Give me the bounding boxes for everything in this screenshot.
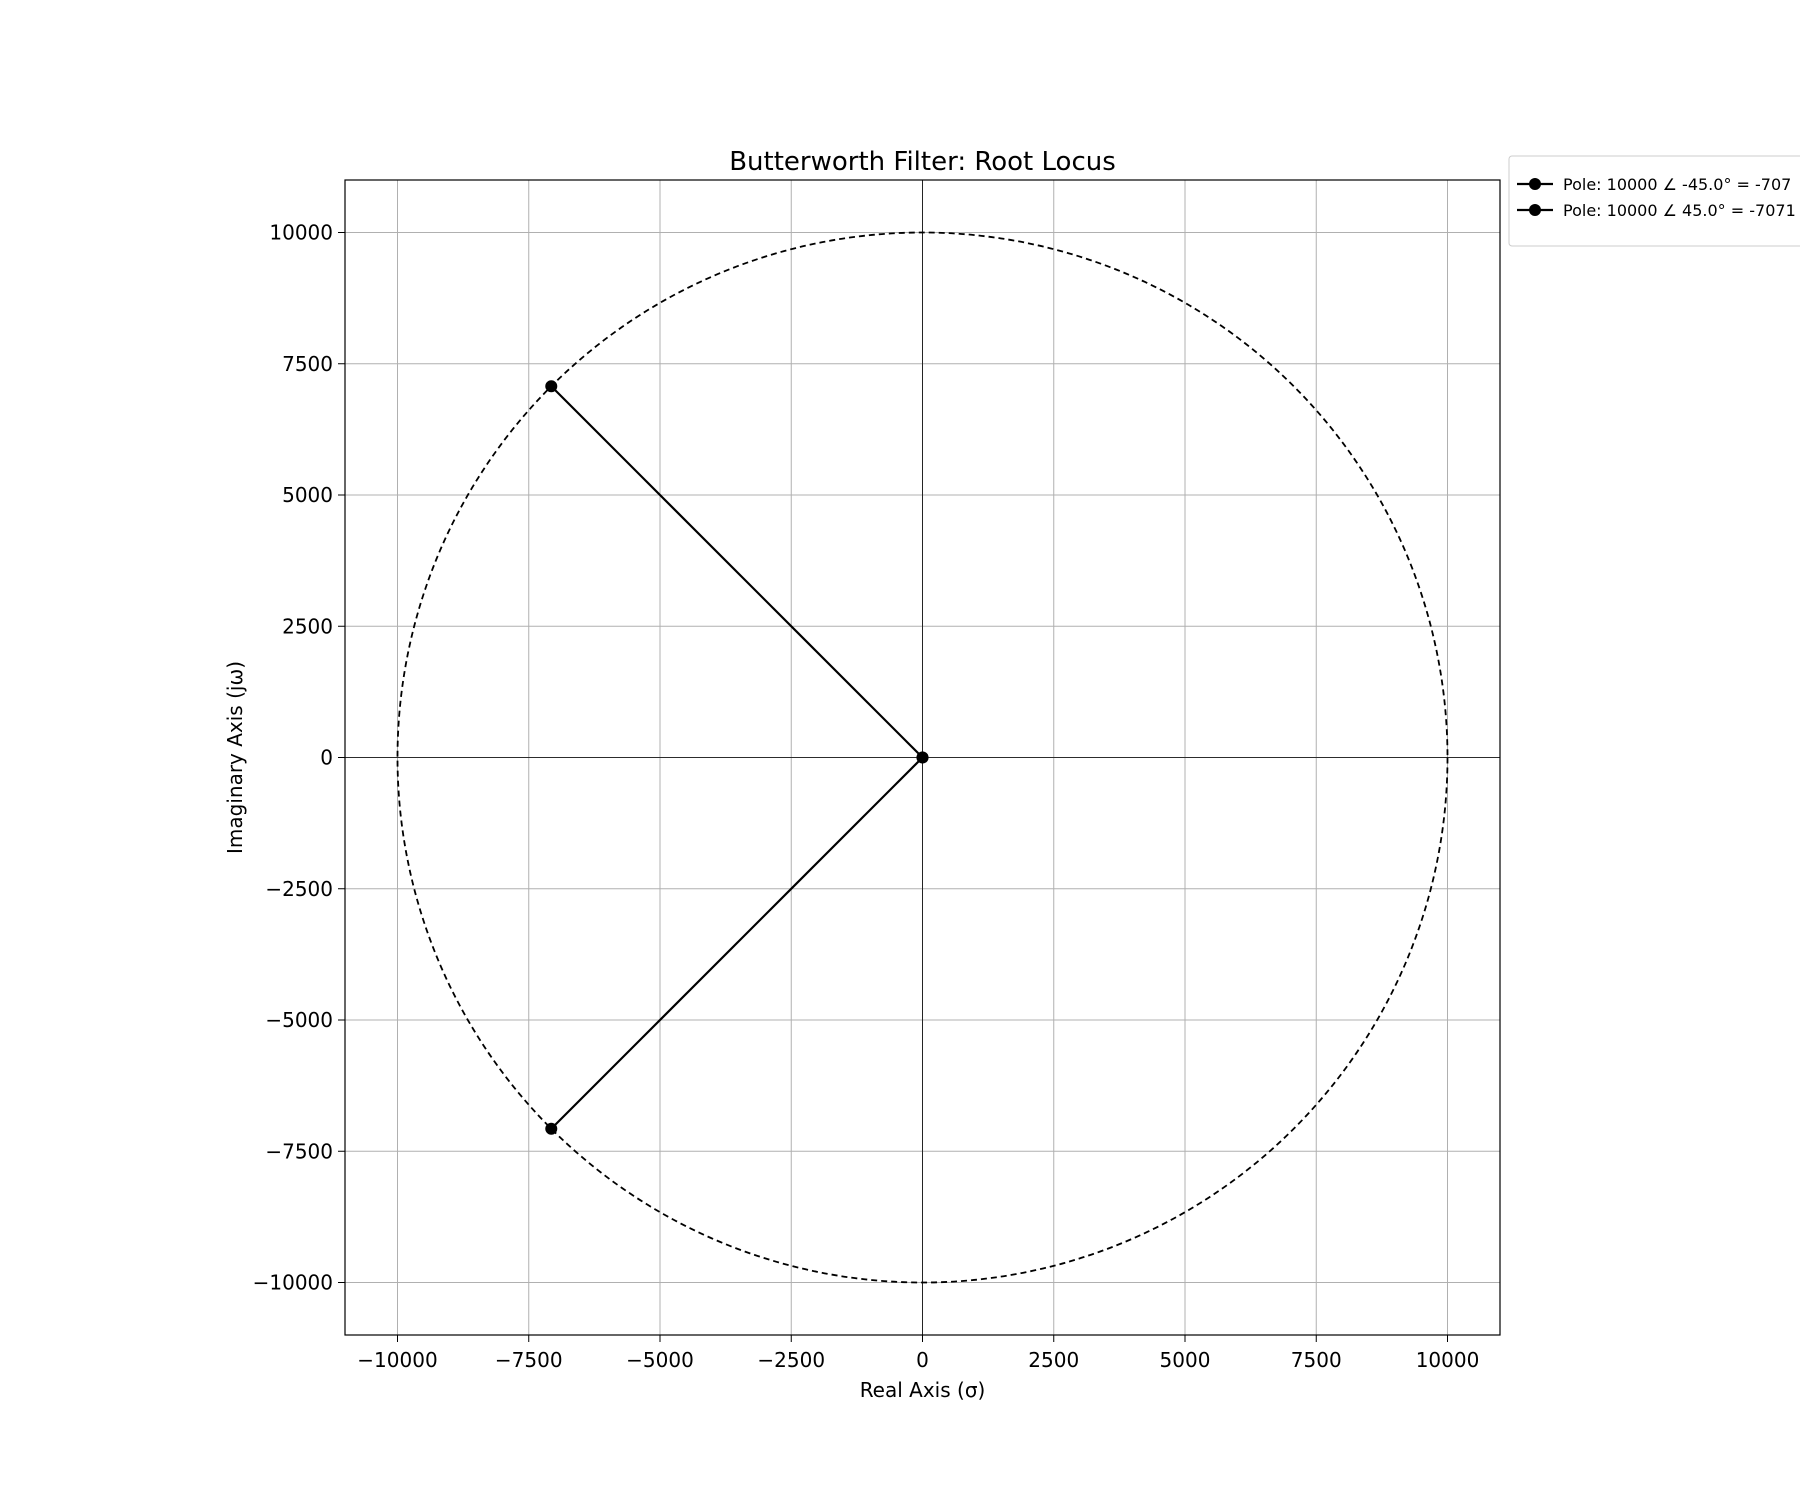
legend-marker: [1529, 178, 1541, 190]
y-tick-label: −10000: [253, 1271, 333, 1295]
x-tick-label: −7500: [495, 1348, 563, 1372]
y-tick-label: 7500: [282, 352, 333, 376]
unit-circle-layer: [396, 231, 1449, 1284]
series-line-2: [550, 385, 924, 759]
legend-marker: [1529, 204, 1541, 216]
legend-entry: Pole: 10000 ∠ -45.0° = -707: [1563, 175, 1791, 194]
x-tick-label: −5000: [626, 1348, 694, 1372]
chart-title: Butterworth Filter: Root Locus: [729, 147, 1116, 177]
y-tick-label: 10000: [269, 221, 333, 245]
x-axis-label: Real Axis (σ): [860, 1378, 986, 1402]
y-tick-label: −5000: [265, 1008, 333, 1032]
x-tick-label: 10000: [1416, 1348, 1480, 1372]
y-tick-label: −7500: [265, 1139, 333, 1163]
y-tick-label: −2500: [265, 877, 333, 901]
pole-series-layer: [545, 380, 929, 1135]
y-tick-label: 5000: [282, 483, 333, 507]
x-tick-label: 5000: [1160, 1348, 1211, 1372]
pole-marker: [916, 751, 929, 764]
y-axis-label: Imaginary Axis (jω): [223, 661, 247, 854]
x-tick-label: 2500: [1028, 1348, 1079, 1372]
series-line-1: [550, 756, 924, 1130]
y-tick-label: 0: [320, 746, 333, 770]
pole-marker: [545, 380, 558, 393]
ticks-layer: −10000 −7500 −5000 −2500 0 2500 5000 7500 10000 −…: [253, 221, 1480, 1373]
x-tick-label: −10000: [357, 1348, 437, 1372]
legend: Pole: 10000 ∠ -45.0° = -707 Pole: 10000 ∠…: [1508, 155, 1800, 247]
pole-marker: [545, 1122, 558, 1135]
x-tick-label: 0: [916, 1348, 929, 1372]
x-tick-label: −2500: [757, 1348, 825, 1372]
y-tick-label: 2500: [282, 614, 333, 638]
legend-entry: Pole: 10000 ∠ 45.0° = -7071: [1563, 201, 1796, 220]
x-tick-label: 7500: [1291, 1348, 1342, 1372]
legend-box: [1508, 155, 1800, 247]
unit-circle: [396, 231, 1449, 1284]
